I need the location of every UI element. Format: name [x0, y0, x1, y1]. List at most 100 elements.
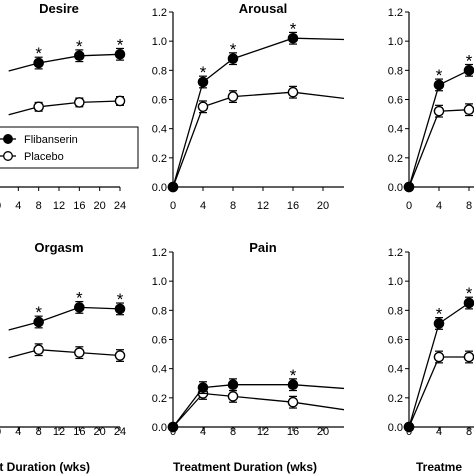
y-tick-label: 0.4	[388, 124, 403, 136]
x-tick-label: 24	[347, 426, 359, 438]
placebo-point	[197, 101, 209, 113]
flibanserin-point	[348, 35, 357, 44]
y-tick-label: 0.0	[388, 422, 403, 434]
x-tick-label: 12	[53, 426, 65, 438]
y-tick-label: 1.0	[388, 36, 403, 48]
flibanserin-point	[33, 57, 44, 69]
y-tick-label: 0.8	[152, 305, 167, 317]
y-tick-label: 0.8	[388, 65, 403, 77]
placebo-point	[463, 351, 474, 363]
x-axis-label: Treatment Duration (wks)	[173, 460, 317, 474]
y-tick-label: 0.2	[152, 393, 167, 405]
x-tick-label: 4	[436, 426, 442, 438]
x-tick-label: 24	[114, 200, 126, 212]
placebo-point	[287, 86, 299, 98]
significance-star: *	[117, 35, 124, 54]
flibanserin-point	[114, 303, 126, 315]
x-axis-label: nt Duration (wks)	[0, 460, 90, 474]
placebo-point	[74, 97, 85, 108]
y-tick-label: 1.2	[152, 7, 167, 19]
x-tick-label: 20	[94, 200, 106, 212]
x-tick-label: 20	[317, 200, 329, 212]
y-tick-label: 0.6	[152, 95, 167, 107]
significance-star: *	[35, 44, 42, 63]
placebo-point	[287, 396, 299, 408]
legend-label: Placebo	[24, 151, 64, 163]
y-tick-label: 0.8	[388, 305, 403, 317]
placebo-point	[463, 104, 474, 116]
significance-star: *	[35, 303, 42, 322]
x-tick-label: 20	[94, 426, 106, 438]
x-tick-label: 4	[200, 200, 206, 212]
placebo-point	[433, 105, 445, 117]
flibanserin-point	[74, 50, 85, 62]
y-tick-label: 1.0	[152, 276, 167, 288]
y-tick-label: 0.2	[388, 393, 403, 405]
significance-star: *	[350, 370, 357, 389]
x-tick-label: 4	[200, 426, 206, 438]
significance-star: *	[466, 284, 473, 303]
y-tick-label: 0.6	[388, 95, 403, 107]
significance-star: *	[466, 52, 473, 71]
placebo-point	[114, 350, 126, 361]
placebo-line	[172, 392, 344, 428]
placebo-line	[408, 109, 470, 188]
x-tick-label: 16	[73, 426, 85, 438]
y-tick-label: 0.4	[388, 364, 403, 376]
x-tick-label: 4	[15, 426, 21, 438]
x-tick-label: 8	[36, 426, 42, 438]
panel-title: Arousal	[239, 1, 287, 16]
significance-star: *	[200, 63, 207, 82]
flibanserin-point	[433, 318, 445, 329]
y-tick-label: 1.2	[152, 247, 167, 259]
placebo-point	[348, 95, 357, 104]
x-tick-label: 0	[170, 200, 176, 212]
panel-title: Orgasm	[34, 240, 83, 255]
y-tick-label: 0.0	[152, 422, 167, 434]
placebo-point	[227, 391, 239, 402]
flibanserin-point	[403, 421, 415, 433]
significance-star: *	[290, 366, 297, 385]
y-tick-label: 0.0	[388, 182, 403, 194]
legend-box	[0, 126, 139, 169]
significance-star: *	[436, 66, 443, 85]
y-tick-label: 0.2	[152, 153, 167, 165]
x-tick-label: 12	[53, 200, 65, 212]
flibanserin-point	[227, 53, 239, 64]
panel-arousal: 0.00.20.40.60.81.01.20 4 8 12 16 20 24Arousal*…	[152, 1, 359, 212]
flibanserin-point	[348, 384, 357, 393]
panel-desire: 0.00.20.40.60.81.01.204812162024Desire**…	[0, 1, 126, 212]
flibanserin-point	[197, 76, 209, 88]
flibanserin-point	[167, 421, 179, 433]
y-tick-label: 1.0	[388, 276, 403, 288]
flibanserin-point	[197, 382, 209, 393]
y-tick-label: 0.0	[152, 182, 167, 194]
y-tick-label: 0.4	[152, 124, 167, 136]
flibanserin-point	[33, 316, 44, 328]
x-tick-label: 24	[114, 426, 126, 438]
flibanserin-point	[227, 379, 239, 391]
panel-lu: 0.00.20.40.60.81.01.204812162024Lu**	[388, 7, 474, 212]
significance-star: *	[230, 40, 237, 59]
x-tick-label: 0	[0, 200, 1, 212]
panel-orgasm: 0.00.20.40.60.81.01.204812162024Orgasmnt…	[0, 240, 126, 474]
y-tick-label: 1.2	[388, 7, 403, 19]
legend-marker	[3, 151, 13, 161]
significance-star: *	[76, 37, 83, 56]
placebo-point	[348, 406, 357, 415]
panel-sa: 0.00.20.40.60.81.01.204812162024SaTreatm…	[388, 247, 474, 474]
flibanserin-point	[403, 181, 415, 193]
placebo-point	[114, 95, 126, 107]
panel-title: Pain	[249, 240, 277, 255]
panel-title: Desire	[39, 1, 79, 16]
x-tick-label: 24	[347, 200, 359, 212]
x-tick-label: 12	[257, 426, 269, 438]
x-axis-label: Treatme	[416, 460, 462, 474]
x-tick-label: 4	[15, 200, 21, 212]
x-tick-label: 16	[73, 200, 85, 212]
significance-star: *	[290, 19, 297, 38]
x-tick-label: 0	[406, 200, 412, 212]
significance-star: *	[76, 289, 83, 308]
x-tick-label: 8	[466, 426, 472, 438]
